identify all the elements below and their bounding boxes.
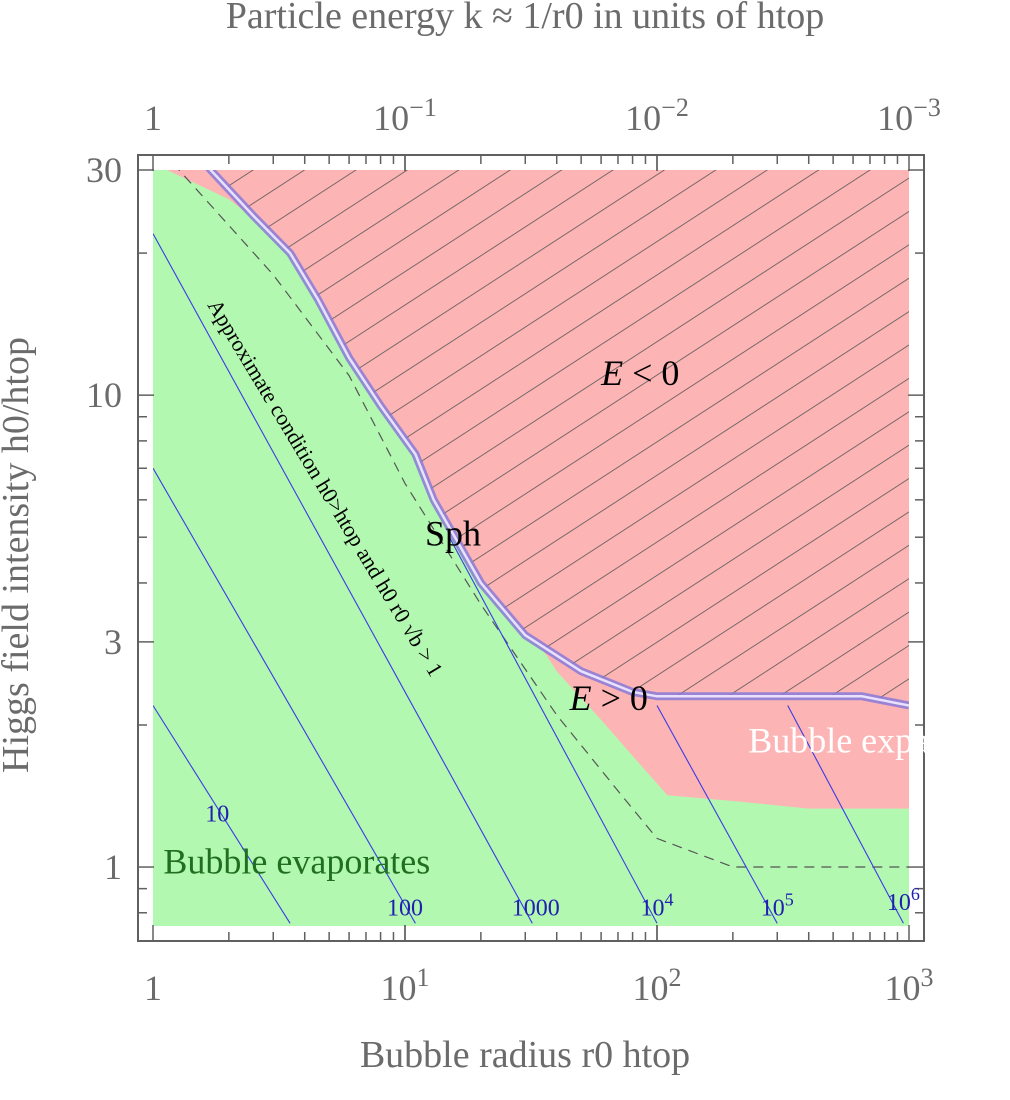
y-tick-label-1: 3 <box>104 622 122 662</box>
contour-line-5 <box>787 705 904 924</box>
negative-energy-boundary-inner <box>208 170 909 707</box>
x-tick-label-3: 103 <box>885 963 934 1008</box>
contour-label-2: 1000 <box>512 895 560 921</box>
contour-line-0 <box>153 705 291 924</box>
region-label-0: Bubble evaporates <box>163 841 430 881</box>
x-tick-label-0: 1 <box>144 968 162 1008</box>
x-tick-label-1: 101 <box>381 963 430 1008</box>
contour-lines <box>153 233 904 924</box>
region-label-2: E < 0 <box>600 353 679 393</box>
region-negative-hatching <box>210 170 909 706</box>
approximate-condition-curve <box>178 170 909 868</box>
contour-label-1: 100 <box>387 895 423 921</box>
top-axis-title: Particle energy k ≈ 1/r0 in units of hto… <box>226 0 825 37</box>
y-tick-label-3: 30 <box>86 150 122 190</box>
contour-label-0: 10 <box>205 801 229 827</box>
plot-area <box>153 170 909 926</box>
region-label-4: Sph <box>425 514 481 554</box>
top-tick-label-0: 1 <box>144 98 162 138</box>
y-axis-title: Higgs field intensity h0/htop <box>0 337 37 773</box>
top-axis-text: Particle energy k ≈ 1/r0 in units of hto… <box>226 0 825 37</box>
x-tick-label-2: 102 <box>633 963 682 1008</box>
contour-line-4 <box>656 705 778 924</box>
contour-line-2 <box>153 233 533 924</box>
top-tick-label-1: 10−1 <box>373 93 437 138</box>
contour-line-1 <box>153 467 416 924</box>
region-label-1: Bubble expands <box>748 720 979 760</box>
axis-ticks <box>138 155 924 941</box>
contour-line-3 <box>448 536 658 924</box>
y-tick-label-0: 1 <box>104 847 122 887</box>
axis-tick-labels: 1 101 102 103 1 10−1 10−2 10−3 1 3 10 30 <box>86 93 941 1008</box>
region-labels: Bubble evaporates Bubble expands E < 0 E > … <box>163 353 979 881</box>
x-axis-title: Bubble radius r0 htop <box>360 1034 690 1076</box>
top-tick-label-3: 10−3 <box>877 93 941 138</box>
region-label-3: E > 0 <box>569 678 648 718</box>
top-tick-label-2: 10−2 <box>625 93 689 138</box>
y-tick-label-2: 10 <box>86 375 122 415</box>
